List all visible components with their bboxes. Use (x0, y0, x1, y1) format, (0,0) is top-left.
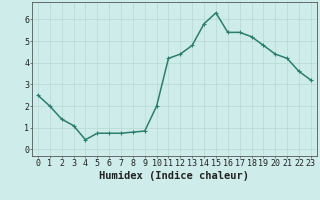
X-axis label: Humidex (Indice chaleur): Humidex (Indice chaleur) (100, 171, 249, 181)
